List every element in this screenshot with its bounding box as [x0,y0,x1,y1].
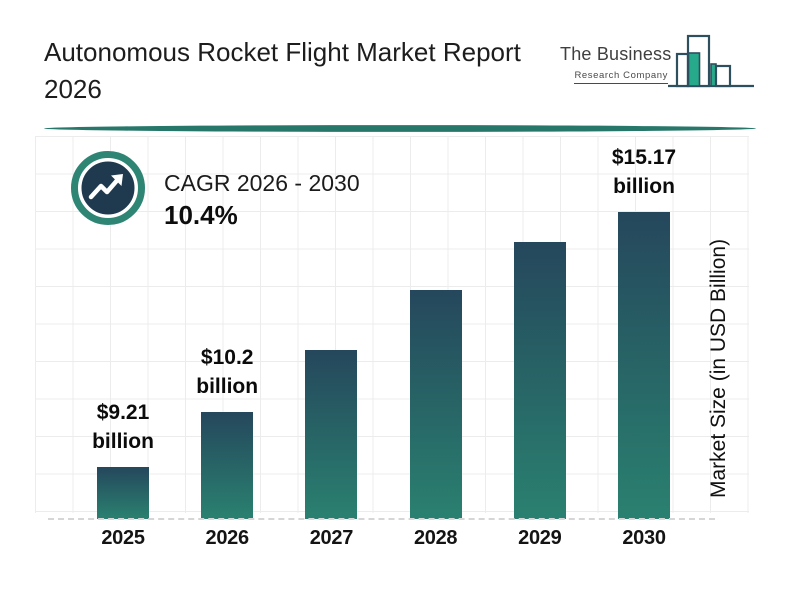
logo-company-subname: Research Company [574,70,668,84]
x-tick-2030: 2030 [622,527,666,549]
logo-bar-outline-left [675,52,690,88]
y-axis-title: Market Size (in USD Billion) [707,238,730,498]
company-logo: The Business Research Company [560,24,770,102]
x-tick-2025: 2025 [101,527,145,549]
x-axis-baseline [48,518,715,520]
x-tick-2026: 2026 [205,527,250,549]
trend-up-icon [71,151,145,225]
header-divider [44,125,756,132]
value-label-2025: $9.21 billion [92,401,154,453]
x-tick-2027: 2027 [309,527,354,549]
logo-bar-outline-right [714,64,732,88]
value-label-2026: $10.2 billion [196,346,259,398]
bar-2030 [618,212,670,519]
page-title: Autonomous Rocket Flight Market Report 2… [44,37,521,104]
bar-2026 [201,412,254,519]
cagr-block: CAGR 2026 - 2030 10.4% [164,170,360,231]
bar-2025 [97,467,149,519]
bar-2027 [305,350,358,519]
logo-text: The Business Research Company [560,44,672,84]
x-tick-2028: 2028 [413,527,458,549]
value-label-2030: $15.17 billion [611,146,677,198]
logo-skyline-bars-icon [668,34,754,88]
bar-2028 [409,290,462,519]
logo-bar-green-large [687,52,701,87]
x-tick-2029: 2029 [518,527,562,549]
logo-company-name: The Business [560,44,672,64]
cagr-label: CAGR 2026 - 2030 [164,170,360,196]
cagr-value: 10.4% [164,200,238,230]
bar-2029 [513,242,566,519]
